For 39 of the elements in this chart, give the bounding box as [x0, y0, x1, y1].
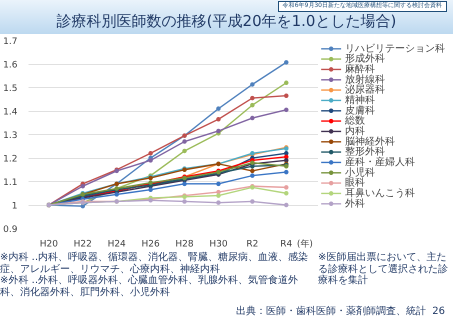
legend-label: 脳神経外科	[345, 135, 396, 148]
x-tick-label: H24	[108, 240, 126, 250]
legend-label: 整形外科	[345, 146, 386, 158]
x-tick-label: H20	[40, 240, 58, 250]
y-tick-label: 1.1	[3, 178, 18, 188]
y-tick-label: 1.7	[3, 37, 18, 47]
x-tick-label: R4	[280, 240, 293, 250]
legend-label: 産科・産婦人科	[345, 156, 416, 168]
text: ※内科 ‥内科、呼吸器、循環器、消化器、腎臓、糖尿病、血液、感染症、アレルギー、リウマチ、心療内科、神経内科	[0, 252, 310, 274]
legend-label: 内科	[345, 124, 366, 137]
x-tick-label: H22	[74, 240, 92, 250]
y-tick-label: 1	[12, 202, 18, 212]
y-tick-label: 1.2	[3, 154, 18, 164]
legend-label: 皮膚科	[345, 104, 376, 116]
legend-label: 外科	[345, 197, 366, 210]
y-tick-label: 0.9	[3, 225, 18, 235]
legend-label: 総数	[344, 114, 366, 127]
legend-label: 形成外科	[345, 52, 386, 65]
x-tick-label: H30	[209, 240, 228, 250]
y-tick-label: 1.6	[3, 60, 18, 70]
x-tick-label: R2	[246, 240, 258, 250]
legend-label: 眼科	[345, 176, 366, 189]
y-tick-label: 1.5	[3, 84, 18, 94]
legend-label: 麻酔科	[345, 62, 376, 75]
x-tick-label: H26	[141, 240, 160, 250]
x-tick-label: H28	[175, 240, 194, 250]
legend-label: 精神科	[345, 94, 376, 106]
x-axis-title: (年)	[296, 238, 313, 250]
legend-label: 耳鼻いんこう科	[345, 186, 416, 199]
chart-title: 診療科別医師数の推移(平成20年を1.0とした場合)	[56, 11, 398, 32]
y-tick-label: 1.3	[3, 131, 18, 141]
legend-label: リハビリテーション科	[345, 42, 446, 54]
text: ※医師届出票において、主たる診療科として選択された診療科を集計	[318, 252, 449, 286]
text: ※外科 ‥外科、呼吸器外科、心臓血管外科、乳腺外科、気管食道外科、消化器外科、肛門外科、小児外科	[0, 275, 300, 298]
y-tick-label: 1.4	[3, 108, 18, 118]
legend-label: 放射線科	[345, 73, 386, 86]
text: 出典：医師・歯科医師・薬剤師調査、統計 26	[236, 306, 445, 317]
legend-label: 小児科	[345, 166, 376, 178]
legend-label: 泌尿器科	[345, 84, 386, 96]
